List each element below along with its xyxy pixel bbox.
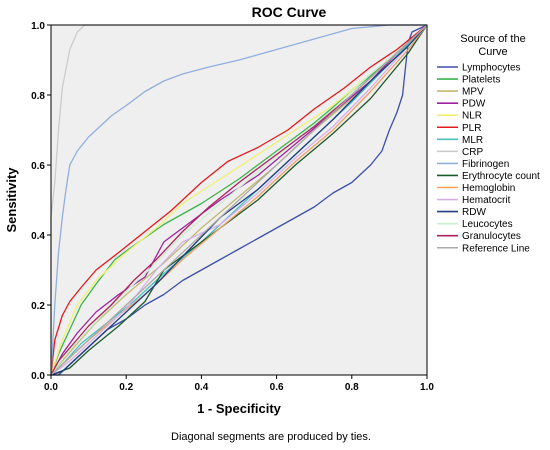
series-line-rdw (50, 24, 428, 376)
footnote: Diagonal segments are produced by ties. (171, 431, 371, 443)
series-line-fibrinogen (50, 24, 427, 376)
legend-label-plr: PLR (462, 123, 481, 134)
series-line-reference-line (50, 24, 428, 376)
x-tick-label: 0.2 (119, 382, 133, 393)
legend-label-mlr: MLR (462, 135, 483, 146)
y-tick-label: 0.8 (31, 91, 45, 102)
y-tick-label: 0.2 (31, 301, 45, 312)
legend: Source of the Curve LymphocytesPlatelets… (437, 33, 540, 254)
legend-label-crp: CRP (462, 147, 483, 158)
x-tick-label: 0.0 (44, 382, 58, 393)
series-line-plr (50, 24, 428, 376)
legend-items: LymphocytesPlateletsMPVPDWNLRPLRMLRCRPFi… (437, 63, 540, 254)
series-line-platelets (50, 24, 428, 376)
x-axis-title: 1 - Specificity (197, 401, 282, 416)
legend-label-granulocytes: Granulocytes (462, 231, 521, 242)
series-line-pdw (50, 24, 428, 376)
series-line-leucocytes (50, 24, 428, 376)
legend-label-hemoglobin: Hemoglobin (462, 183, 515, 194)
series-layer (50, 24, 428, 376)
legend-label-erythrocyte-count: Erythrocyte count (462, 171, 540, 182)
y-axis-title: Sensitivity (4, 167, 19, 233)
x-axis-ticks: 0.0 0.2 0.4 0.6 0.8 1.0 (44, 375, 434, 393)
plot-frame (50, 24, 428, 376)
series-line-crp (50, 24, 427, 375)
legend-label-mpv: MPV (462, 87, 484, 98)
series-line-lymphocytes (51, 24, 428, 376)
legend-label-nlr: NLR (462, 111, 482, 122)
legend-title-line-2: Curve (478, 46, 507, 58)
x-tick-label: 1.0 (420, 382, 434, 393)
y-axis-ticks: 0.0 0.2 0.4 0.6 0.8 1.0 (31, 21, 51, 382)
chart-title: ROC Curve (252, 4, 327, 20)
y-tick-label: 1.0 (31, 21, 45, 32)
x-tick-label: 0.4 (194, 382, 208, 393)
legend-label-pdw: PDW (462, 99, 486, 110)
legend-label-hematocrit: Hematocrit (462, 195, 511, 206)
legend-label-fibrinogen: Fibrinogen (462, 159, 509, 170)
y-tick-label: 0.6 (31, 161, 45, 172)
x-tick-label: 0.8 (345, 382, 359, 393)
series-line-hematocrit (50, 24, 428, 376)
legend-label-leucocytes: Leucocytes (462, 219, 513, 230)
series-line-mpv (50, 24, 428, 376)
legend-label-lymphocytes: Lymphocytes (462, 63, 521, 74)
x-tick-label: 0.6 (270, 382, 284, 393)
y-tick-label: 0.4 (31, 231, 45, 242)
series-line-erythrocyte-count (50, 24, 428, 376)
legend-title-line-1: Source of the (460, 33, 525, 45)
legend-label-reference-line: Reference Line (462, 243, 530, 254)
y-tick-label: 0.0 (31, 371, 45, 382)
legend-label-platelets: Platelets (462, 75, 500, 86)
legend-label-rdw: RDW (462, 207, 486, 218)
series-line-granulocytes (50, 24, 428, 376)
